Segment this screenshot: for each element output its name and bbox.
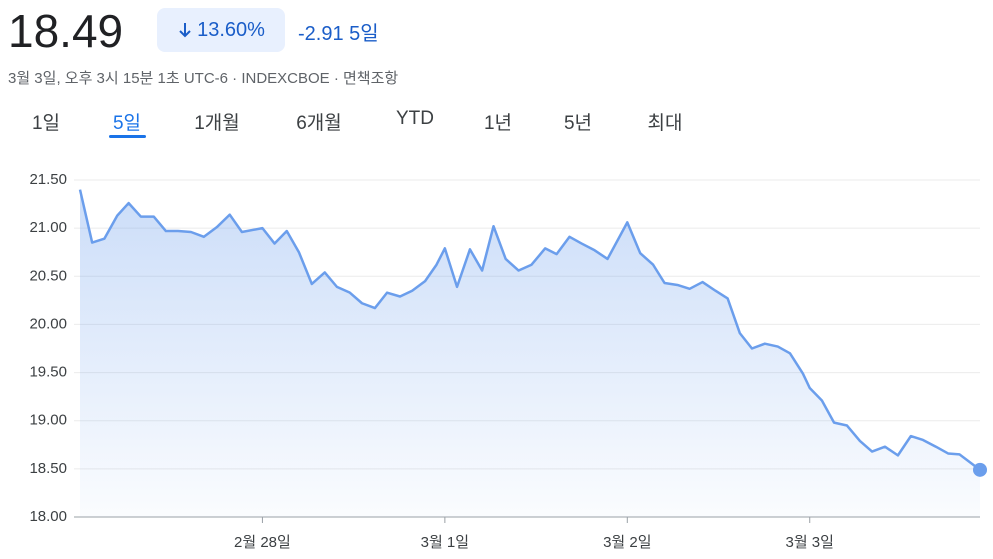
change-badge: 13.60% (157, 8, 285, 52)
x-tick-label: 3월 1일 (421, 534, 469, 551)
subtitle: 3월 3일, 오후 3시 15분 1초 UTC-6 · INDEXCBOE · … (8, 70, 399, 87)
y-tick-label: 20.50 (29, 267, 67, 284)
range-tab[interactable]: 1일 (31, 113, 61, 134)
down-arrow (179, 23, 191, 38)
change-percent: 13.60% (197, 18, 265, 41)
x-tick-label: 3월 2일 (603, 534, 651, 551)
range-tab[interactable]: 1년 (483, 113, 513, 134)
y-tick-label: 21.50 (29, 171, 67, 188)
y-tick-label: 19.50 (29, 364, 67, 381)
period: 5일 (349, 23, 379, 45)
range-tab[interactable]: 6개월 (296, 113, 342, 134)
change: -2.91 5일 (298, 17, 379, 46)
range-tab[interactable]: YTD (396, 108, 434, 129)
y-tick-label: 18.00 (29, 508, 67, 525)
last-point (973, 462, 987, 477)
area (80, 189, 980, 517)
x-tick-label: 2월 28일 (234, 534, 291, 551)
line (78, 189, 981, 471)
y-tick-label: 21.00 (29, 219, 67, 236)
y-tick-label: 20.00 (29, 315, 67, 332)
x-tick-label: 3월 3일 (786, 534, 834, 551)
range-tab[interactable]: 최대 (647, 113, 683, 134)
y-tick-label: 19.00 (29, 412, 67, 429)
range-tab[interactable]: 1개월 (194, 113, 240, 134)
range-tab[interactable]: 5일 (112, 113, 142, 134)
range-tab[interactable]: 5년 (563, 113, 593, 134)
active-underline (109, 135, 146, 138)
change-value: -2.91 (298, 23, 344, 45)
price: 18.49 (8, 5, 124, 57)
y-tick-label: 18.50 (29, 460, 67, 477)
